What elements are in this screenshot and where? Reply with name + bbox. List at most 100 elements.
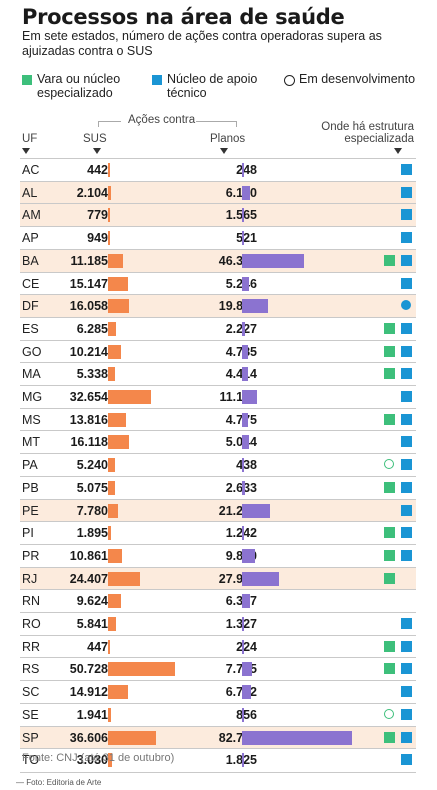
sus-bar (108, 503, 119, 518)
table-row: RN9.6246.337 (20, 589, 416, 613)
planos-bar (242, 662, 253, 677)
sus-value-label: 5.338 (76, 367, 108, 382)
technical-support-marker (401, 345, 412, 357)
state-label: PI (22, 526, 34, 541)
state-label: AL (22, 185, 38, 200)
in-development-icon (384, 708, 394, 719)
technical-support-marker (401, 686, 412, 698)
technical-support-marker (401, 277, 412, 289)
planos-value-label: 1.242 (226, 526, 257, 540)
planos-value-label: 5.246 (226, 277, 257, 291)
technical-support-marker (401, 708, 412, 720)
specialized-court-marker (384, 345, 395, 357)
state-label: MT (22, 435, 41, 450)
sus-bar (108, 253, 123, 268)
table-row: PE 7.780 21.239 (20, 498, 416, 522)
state-label: AP (22, 231, 39, 246)
table-row: TO 3.030 1.825 (20, 748, 416, 773)
sus-bar (108, 390, 152, 404)
planos-bar (242, 299, 269, 314)
table-row: PA 5.240 438 (20, 453, 416, 477)
state-label: GO (22, 344, 42, 359)
sus-value-label: 10.214 (69, 344, 108, 359)
sus-bar (108, 412, 127, 427)
state-label: BA (22, 253, 39, 268)
planos-value-label: 856 (236, 707, 257, 722)
planos-value-label: 1.327 (226, 617, 257, 631)
sus-value-label: 50.728 (69, 662, 108, 677)
planos-value-label: 248 (236, 163, 257, 177)
header-uf: UF (22, 133, 38, 145)
sus-value-label: 949 (87, 231, 108, 246)
table-row: AL2.1046.130 (20, 180, 416, 205)
state-label: SP (22, 730, 39, 745)
table-row: BA 11.185 46.370 (20, 248, 416, 273)
sus-bar (108, 526, 111, 541)
sus-value-label: 5.075 (76, 480, 108, 495)
table-row: SP 36.606 82.753 (20, 725, 416, 749)
sus-value-label: 11.185 (70, 253, 108, 268)
planos-bar (242, 185, 251, 200)
technical-support-marker (401, 413, 412, 425)
sus-bar (108, 480, 115, 495)
source-note: Fonte: CNJ (até 31 de outubro) (22, 752, 175, 764)
planos-bar (242, 548, 256, 563)
planos-bar (242, 390, 257, 404)
planos-value-label: 4.414 (226, 367, 257, 381)
planos-bar (242, 639, 244, 654)
table-row: CE 15.147 5.246 (20, 271, 416, 296)
state-label: CE (22, 276, 40, 291)
sus-value-label: 442 (87, 163, 108, 177)
sus-value-label: 7.780 (76, 503, 108, 518)
state-label: RR (22, 639, 41, 654)
planos-bar (242, 730, 352, 745)
table-row: ES 6.285 2.227 (20, 316, 416, 341)
legend-blue-label: Núcleo de apoio técnico (167, 72, 258, 100)
technical-support-marker (401, 391, 412, 402)
state-label: MA (22, 367, 41, 382)
chart-title: Processos na área de saúde (22, 5, 345, 29)
technical-support-marker (401, 436, 412, 448)
sus-value-label: 2.104 (76, 185, 108, 200)
sus-bar (108, 231, 110, 246)
sus-bar (108, 276, 128, 291)
state-label: PE (22, 503, 39, 518)
planos-value-label: 5.044 (226, 435, 257, 449)
sus-bar (108, 208, 110, 223)
sus-value-label: 9.624 (76, 594, 108, 609)
table-row: RJ 24.407 27.988 (20, 566, 416, 591)
technical-support-marker (401, 209, 412, 221)
sus-value-label: 447 (87, 639, 108, 654)
state-label: RS (22, 662, 40, 677)
specialized-court-marker (384, 731, 395, 743)
header-group: Ações contra (128, 114, 196, 126)
legend-circle-icon (284, 75, 295, 86)
sus-bar (108, 163, 110, 177)
sus-bar (108, 435, 130, 450)
legend-green-swatch (22, 75, 32, 85)
technical-support-marker (401, 368, 412, 380)
technical-support-marker (401, 481, 412, 493)
state-label: DF (22, 299, 39, 314)
sus-value-label: 5.240 (76, 458, 108, 473)
sus-value-label: 36.606 (69, 730, 108, 745)
sort-arrow-icon (220, 148, 228, 154)
sus-bar (108, 594, 121, 609)
technical-support-marker (401, 731, 412, 743)
sus-value-label: 15.147 (69, 276, 108, 291)
table-row: MA 5.338 4.414 (20, 362, 416, 386)
sus-value-label: 32.654 (69, 390, 108, 404)
in-development-icon (401, 300, 411, 311)
sus-bar (108, 685, 128, 700)
state-label: ES (22, 321, 39, 336)
header-planos: Planos (210, 133, 246, 145)
planos-bar (242, 571, 280, 586)
planos-value-label: 2.227 (226, 322, 257, 336)
planos-bar (242, 594, 251, 609)
planos-bar (242, 163, 244, 177)
sus-bar (108, 299, 130, 314)
technical-support-marker (401, 504, 412, 516)
state-label: SE (22, 707, 39, 722)
state-label: SC (22, 685, 40, 700)
